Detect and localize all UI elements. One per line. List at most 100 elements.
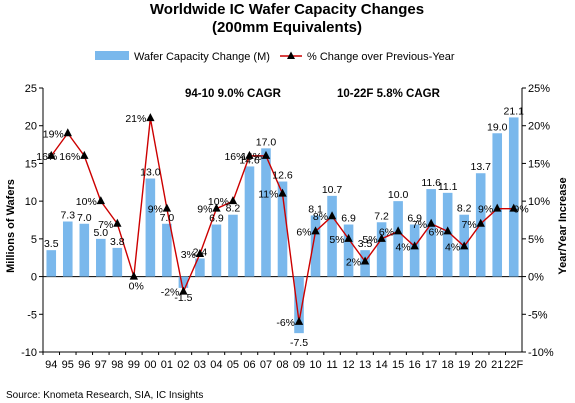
pct-change-point (195, 248, 205, 257)
x-tick-label: 20 (475, 359, 487, 371)
bar (211, 224, 222, 277)
pct-value-label: 16% (59, 151, 80, 163)
bar-value-label: 8.2 (457, 203, 472, 215)
pct-value-label: 4% (445, 241, 460, 253)
bar-value-label: 7.0 (77, 212, 92, 224)
y-left-tick-label: 15 (25, 158, 37, 170)
pct-value-label: 8% (313, 211, 328, 223)
bar (244, 166, 255, 277)
x-tick-label: 94 (45, 359, 57, 371)
axes-layer: -10-50510152025-10%-5%0%5%10%15%20%25%94… (21, 83, 554, 371)
pct-value-label: 9% (148, 204, 163, 216)
x-tick-label: 12 (342, 359, 354, 371)
bar-value-label: 8.2 (226, 203, 241, 215)
bar (261, 148, 271, 277)
bar (508, 117, 519, 277)
pct-value-label: 5% (329, 234, 344, 246)
bar (62, 221, 73, 277)
bar-value-label: 7.0 (160, 212, 175, 224)
pct-change-point (261, 150, 271, 159)
bar (294, 276, 304, 334)
x-tick-label: 07 (260, 359, 272, 371)
pct-change-point (426, 218, 436, 227)
x-tick-label: 17 (425, 359, 437, 371)
pct-value-label: 21% (125, 113, 146, 125)
pct-change-point (410, 241, 419, 250)
pct-value-label: 16% (241, 151, 262, 163)
pct-value-label: 5% (362, 234, 377, 246)
pct-value-label: 0% (129, 281, 144, 293)
bar (96, 238, 106, 277)
legend-bar-swatch (95, 51, 129, 60)
bar (46, 250, 57, 277)
pct-change-point (80, 150, 89, 159)
x-tick-label: 08 (276, 359, 288, 371)
pct-change-point (377, 233, 386, 242)
bar (426, 189, 436, 277)
x-tick-label: 10 (309, 359, 321, 371)
bar-value-label: -1.5 (174, 292, 192, 304)
x-tick-label: 00 (144, 359, 156, 371)
pct-value-label: 9% (514, 204, 529, 216)
bar-value-label: 17.0 (256, 136, 277, 148)
x-tick-label: 22F (504, 359, 523, 371)
pct-change-point (393, 226, 403, 235)
x-tick-label: 05 (227, 359, 239, 371)
pct-value-label: 16% (224, 151, 245, 163)
bar-value-label: 6.9 (341, 213, 356, 225)
pct-value-label: 6% (379, 226, 394, 238)
pct-change-point (146, 113, 155, 122)
pct-change-point (459, 241, 469, 250)
bar-value-label: 10.7 (322, 184, 343, 196)
bar-value-label: -7.5 (290, 337, 308, 349)
bar-value-label: 14.6 (239, 154, 260, 166)
pct-value-label: 16% (36, 151, 57, 163)
pct-value-label: -6% (276, 317, 295, 329)
pct-change-point (228, 196, 238, 205)
y-axis-left-title: Millions of Wafers (5, 179, 17, 273)
y-left-tick-label: 25 (25, 83, 37, 95)
pct-value-label: 19% (43, 128, 64, 140)
bar (178, 276, 189, 288)
y-right-tick-label: 15% (528, 158, 550, 170)
pct-value-label: 3% (181, 249, 196, 261)
bar (228, 214, 238, 277)
x-tick-label: 13 (359, 359, 371, 371)
bar-value-label: 3.5 (358, 238, 373, 250)
pct-change-point (509, 203, 518, 212)
bar (162, 223, 172, 277)
pct-change-point (294, 316, 304, 325)
bar-value-label: 6.9 (209, 213, 224, 225)
x-tick-label: 99 (128, 359, 140, 371)
bar (277, 181, 288, 277)
bar (442, 192, 453, 277)
y-left-tick-label: -10 (21, 347, 37, 359)
y-right-tick-label: 0% (528, 272, 544, 284)
line-layer (47, 113, 518, 325)
pct-value-label: 7% (462, 219, 477, 231)
x-tick-label: 14 (375, 359, 387, 371)
bar (393, 201, 403, 277)
chart-subtitle: (200mm Equivalents) (212, 19, 362, 36)
pct-change-point (162, 203, 172, 212)
pct-change-point (179, 286, 188, 295)
cagr-annotation-94-10: 94-10 9.0% CAGR (185, 88, 282, 100)
source-note: Source: Knometa Research, SIA, IC Insigh… (6, 390, 203, 401)
pct-value-label: 10% (76, 196, 97, 208)
bar (79, 223, 90, 277)
x-tick-label: 06 (243, 359, 255, 371)
pct-value-label: 6% (428, 226, 443, 238)
pct-change-point (96, 196, 106, 205)
chart-title: Worldwide IC Wafer Capacity Changes (150, 1, 424, 18)
pct-value-label: 4% (395, 241, 410, 253)
pct-change-point (278, 188, 287, 197)
x-tick-label: 16 (409, 359, 421, 371)
bar (112, 247, 123, 277)
x-tick-label: 09 (293, 359, 305, 371)
y-right-tick-label: 10% (528, 196, 550, 208)
y-left-tick-label: 5 (31, 234, 37, 246)
x-tick-label: 03 (194, 359, 206, 371)
bar (327, 195, 337, 277)
bar-value-label: 11.1 (438, 181, 458, 193)
